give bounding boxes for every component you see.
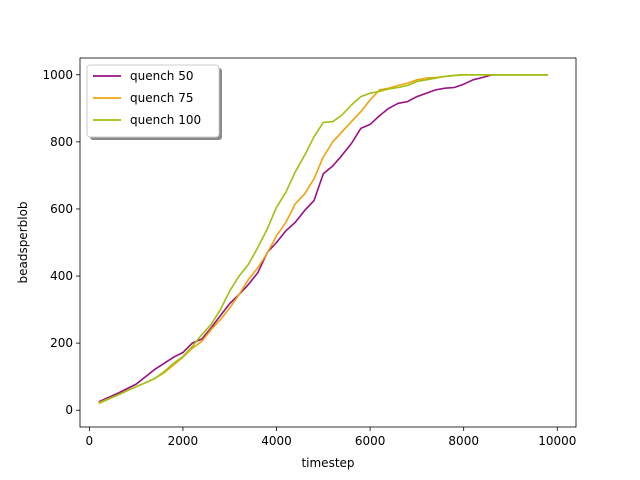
y-tick-label: 1000 [42,68,73,82]
y-axis-ticks: 0 200 400 600 800 1000 [42,68,80,417]
x-tick-label: 6000 [355,434,386,448]
series-line-3 [98,74,548,405]
y-tick-label: 0 [65,403,73,417]
x-axis-label: timestep [301,456,354,470]
series-line-1 [98,74,548,403]
legend: quench 50 quench 75 quench 100 [86,64,222,140]
y-tick-label: 400 [50,269,73,283]
x-tick-label: 2000 [168,434,199,448]
y-tick-label: 800 [50,135,73,149]
y-tick-label: 600 [50,202,73,216]
x-tick-label: 0 [86,434,94,448]
x-axis-ticks: 0 2000 4000 6000 8000 10000 [86,427,576,448]
legend-label: quench 75 [130,91,194,105]
y-tick-label: 200 [50,336,73,350]
legend-box [86,64,220,138]
x-tick-label: 10000 [538,434,576,448]
y-axis-label: beadsperblob [16,201,30,283]
x-tick-label: 4000 [261,434,292,448]
x-tick-label: 8000 [448,434,479,448]
plot-frame [79,57,577,428]
plot-lines [98,74,548,405]
legend-label: quench 50 [130,69,194,83]
legend-label: quench 100 [130,113,201,127]
